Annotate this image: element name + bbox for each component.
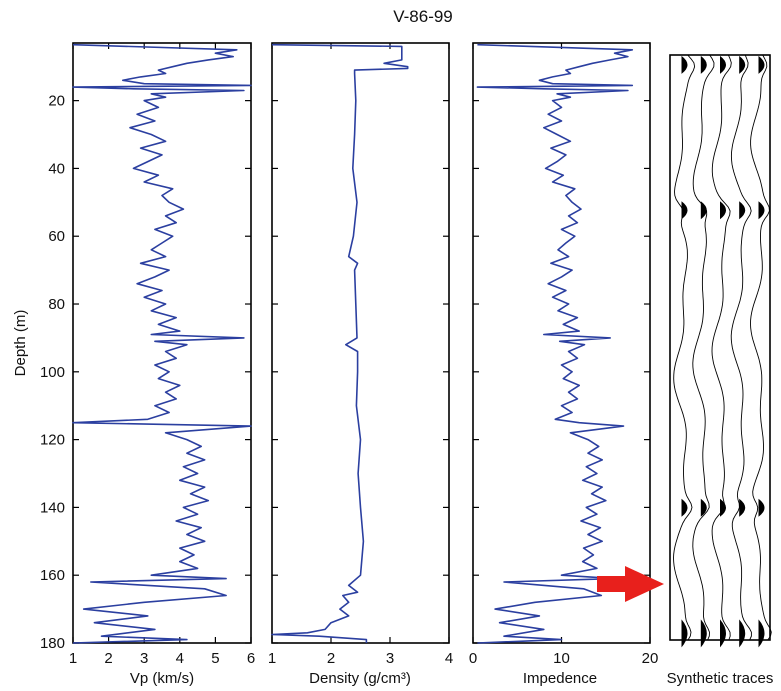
- density-curve: [271, 43, 409, 643]
- impedance-frame: [472, 42, 651, 644]
- arrow-annotation: [597, 566, 664, 602]
- synthetic-trace: [750, 54, 772, 641]
- trace-lobe: [681, 498, 688, 517]
- synthetic-trace: [673, 54, 696, 641]
- vp-axis-label: Vp (km/s): [130, 670, 194, 687]
- trace-lobe: [720, 55, 726, 74]
- y-tick-label: 20: [48, 93, 65, 110]
- trace-lobe: [700, 55, 707, 74]
- y-tick-label: 160: [40, 567, 65, 584]
- impedance-y-ticks: [473, 100, 650, 644]
- y-tick-label: 140: [40, 499, 65, 516]
- trace-lobe: [700, 201, 707, 220]
- x-tick-label: 2: [327, 650, 335, 667]
- x-tick-label: 20: [642, 650, 659, 667]
- x-tick-label: 2: [104, 650, 112, 667]
- vp-panel: 20 40 60 80 100 120 140 160 180 1 2 3 4 5 6 Vp (km/s)…: [12, 42, 255, 687]
- density-panel: 1 2 3 4 Density (g/cm³): [268, 42, 453, 687]
- trace-lobe: [700, 498, 707, 517]
- trace-lobe: [758, 201, 765, 220]
- trace-lobe: [758, 619, 765, 648]
- x-tick-label: 10: [553, 650, 570, 667]
- density-axis-label: Density (g/cm³): [309, 670, 411, 687]
- impedance-curve: [476, 43, 634, 644]
- trace-lobe: [700, 619, 707, 648]
- impedance-panel: 0 10 20 Impedence: [469, 42, 659, 687]
- chart-title: V-86-99: [393, 7, 453, 26]
- depth-axis: 20 40 60 80 100 120 140 160 180: [40, 93, 251, 652]
- trace-lobe: [739, 55, 746, 74]
- x-tick-label: 5: [211, 650, 219, 667]
- x-tick-label: 1: [268, 650, 276, 667]
- y-tick-label: 80: [48, 296, 65, 313]
- density-y-ticks: [272, 100, 449, 644]
- x-tick-label: 0: [469, 650, 477, 667]
- density-frame: [271, 42, 450, 644]
- synthetic-traces-panel: Synthetic traces: [667, 54, 774, 687]
- trace-lobe: [739, 619, 746, 648]
- impedance-axis-label: Impedence: [523, 670, 597, 687]
- depth-axis-label: Depth (m): [12, 310, 29, 377]
- density-x-axis: 1 2 3 4: [268, 43, 453, 667]
- y-tick-label: 120: [40, 432, 65, 449]
- y-tick-label: 40: [48, 160, 65, 177]
- trace-lobe: [739, 498, 746, 517]
- synthetic-trace: [711, 54, 732, 641]
- trace-lobe: [739, 201, 746, 220]
- trace-lobe: [720, 619, 726, 648]
- y-tick-label: 100: [40, 364, 65, 381]
- red-arrow-icon: [597, 566, 664, 602]
- trace-lobe: [758, 55, 765, 74]
- x-tick-label: 3: [140, 650, 148, 667]
- trace-lobe: [681, 619, 688, 648]
- x-tick-label: 3: [386, 650, 394, 667]
- trace-lobe: [681, 55, 688, 74]
- x-tick-label: 4: [176, 650, 184, 667]
- x-tick-label: 1: [69, 650, 77, 667]
- y-tick-label: 60: [48, 228, 65, 245]
- trace-lobe: [681, 201, 688, 220]
- trace-lobe: [758, 498, 765, 517]
- synthetic-traces: [673, 54, 772, 648]
- trace-lobe: [720, 201, 726, 220]
- vp-frame: [72, 42, 252, 644]
- vp-curve: [72, 43, 252, 644]
- x-tick-label: 6: [247, 650, 255, 667]
- synthetic-trace: [730, 54, 752, 641]
- x-tick-label: 4: [445, 650, 453, 667]
- synthetic-trace: [692, 54, 715, 641]
- y-tick-label: 180: [40, 635, 65, 652]
- impedance-x-axis: 0 10 20: [469, 43, 659, 667]
- trace-lobe: [720, 498, 726, 517]
- synthetic-traces-label: Synthetic traces: [667, 670, 774, 687]
